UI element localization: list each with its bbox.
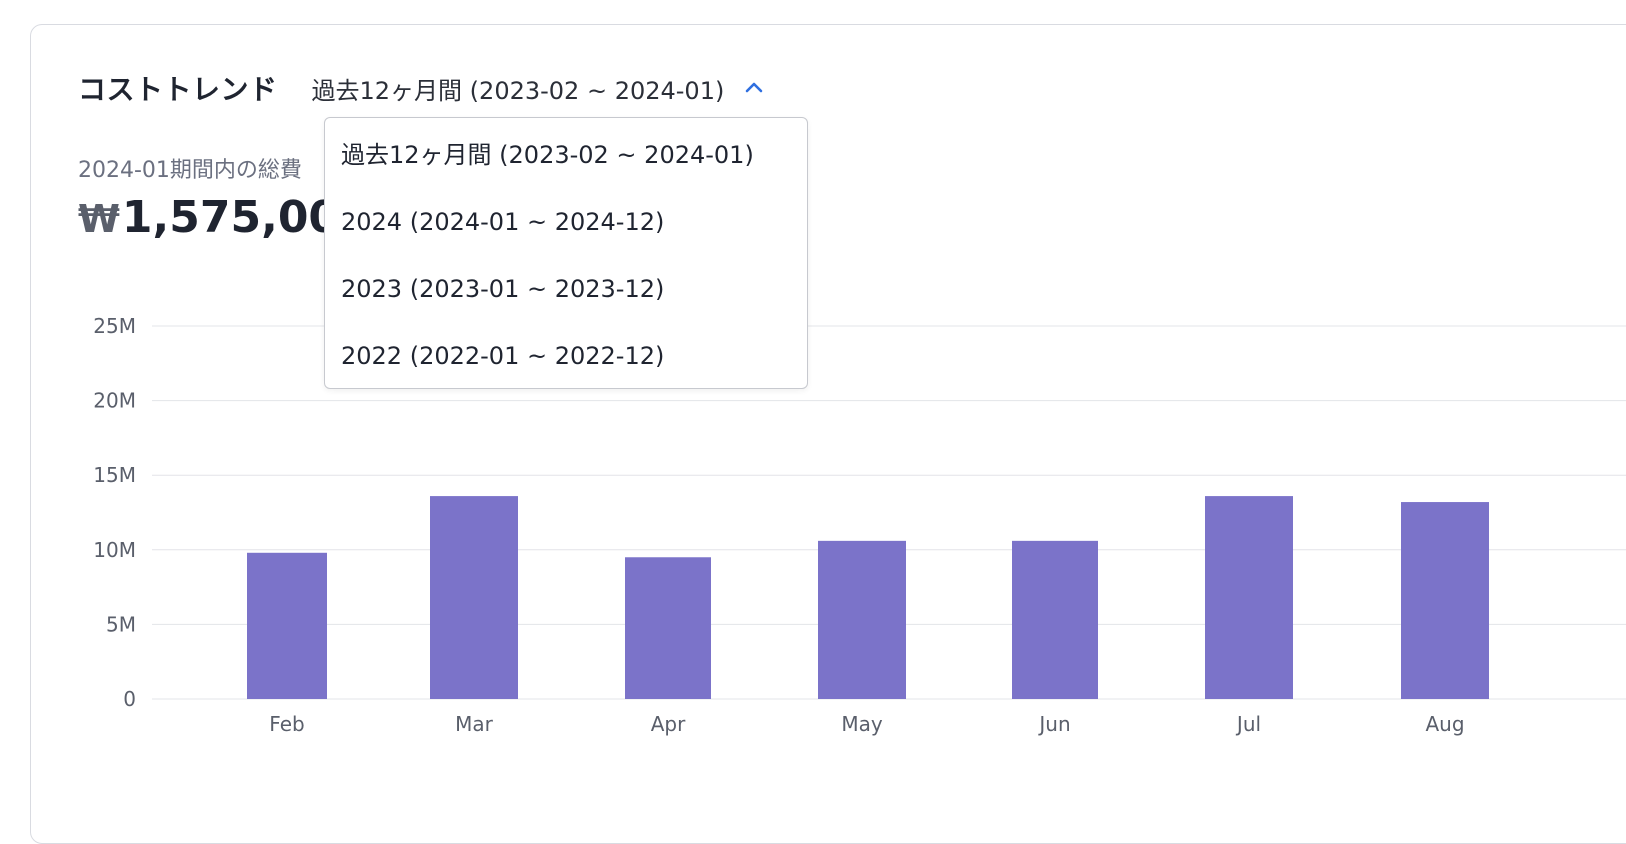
card-header: コストトレンド 過去12ヶ月間 (2023-02 ~ 2024-01) <box>78 64 766 112</box>
y-tick-label: 0 <box>123 687 136 711</box>
y-tick-label: 5M <box>106 612 136 636</box>
x-tick-label: Feb <box>269 712 304 736</box>
bar-aug[interactable] <box>1401 502 1489 699</box>
cost-trend-bar-chart: 0 5M 10M 15M 20M 25M Feb Mar Apr May Jun Jul Aug <box>93 314 1626 736</box>
x-tick-label: Aug <box>1425 712 1464 736</box>
bar-feb[interactable] <box>247 552 327 699</box>
period-option-2023[interactable]: 2023 (2023-01 ~ 2023-12) <box>341 275 665 303</box>
y-tick-label: 25M <box>93 314 136 338</box>
currency-symbol: ₩ <box>78 197 120 241</box>
x-tick-label: Jun <box>1037 712 1070 736</box>
period-option-2024[interactable]: 2024 (2024-01 ~ 2024-12) <box>341 208 665 236</box>
x-tick-label: May <box>841 712 883 736</box>
card-title: コストトレンド <box>78 73 278 106</box>
bar-mar[interactable] <box>430 496 518 699</box>
y-tick-label: 20M <box>93 389 136 413</box>
chevron-up-icon <box>746 82 763 93</box>
y-tick-label: 15M <box>93 463 136 487</box>
period-option-2022[interactable]: 2022 (2022-01 ~ 2022-12) <box>341 342 665 370</box>
x-tick-label: Mar <box>455 712 494 736</box>
bar-jul[interactable] <box>1205 496 1293 699</box>
bar-apr[interactable] <box>625 557 711 699</box>
x-tick-label: Apr <box>651 712 686 736</box>
summary-label: 2024-01期間内の総費 <box>78 158 302 183</box>
x-tick-label: Jul <box>1235 712 1261 736</box>
bar-jun[interactable] <box>1012 540 1098 699</box>
period-option-last-12-months[interactable]: 過去12ヶ月間 (2023-02 ~ 2024-01) <box>341 141 754 169</box>
period-dropdown-menu: 過去12ヶ月間 (2023-02 ~ 2024-01) 2024 (2024-0… <box>324 117 808 389</box>
bar-may[interactable] <box>818 540 906 699</box>
period-select-value: 過去12ヶ月間 (2023-02 ~ 2024-01) <box>311 76 725 105</box>
period-select-toggle[interactable]: 過去12ヶ月間 (2023-02 ~ 2024-01) <box>312 71 767 106</box>
cost-trend-card <box>30 24 1626 844</box>
y-tick-label: 10M <box>93 538 136 562</box>
